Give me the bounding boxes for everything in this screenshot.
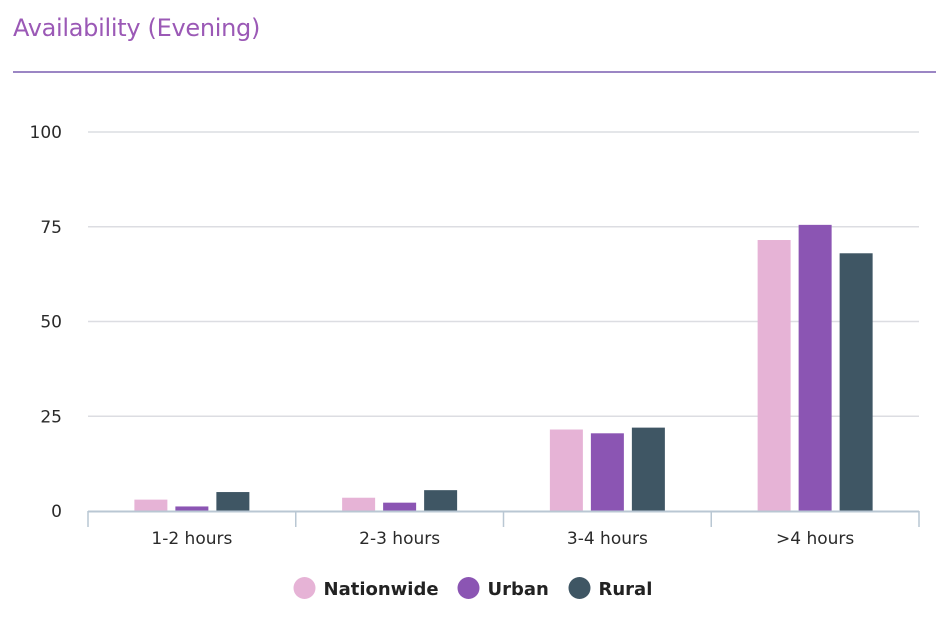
legend-swatch (568, 577, 591, 599)
y-tick-label: 75 (40, 218, 62, 238)
legend-label: Rural (599, 579, 653, 600)
legend-swatch (293, 577, 316, 599)
bar-urban-1[interactable] (175, 506, 209, 511)
legend-item-urban[interactable]: Urban (457, 577, 549, 600)
chart-title: Availability (Evening) (13, 14, 261, 42)
y-tick-label: 50 (40, 313, 62, 333)
x-tick-label: 1-2 hours (151, 529, 232, 549)
bar-nationwide-3[interactable] (549, 429, 583, 511)
bar-urban-2[interactable] (383, 502, 417, 511)
bar-urban-3[interactable] (590, 433, 624, 511)
bar-urban-4[interactable] (798, 224, 832, 512)
y-axis-ticks: 0 25 50 75 100 (30, 123, 62, 522)
title-divider (13, 71, 936, 73)
bar-rural-1[interactable] (216, 492, 250, 511)
y-tick-label: 0 (51, 502, 62, 522)
legend-label: Urban (488, 579, 549, 600)
bar-rural-2[interactable] (424, 490, 458, 511)
legend-item-nationwide[interactable]: Nationwide (293, 577, 439, 600)
x-tick-label: 2-3 hours (359, 529, 440, 549)
x-tick-label: 3-4 hours (567, 529, 648, 549)
legend: Nationwide Urban Rural (293, 577, 653, 600)
x-axis-labels: 1-2 hours 2-3 hours 3-4 hours >4 hours (151, 529, 854, 549)
y-tick-label: 25 (40, 407, 62, 427)
grid-lines (88, 131, 919, 417)
bar-nationwide-4[interactable] (757, 240, 791, 511)
legend-item-rural[interactable]: Rural (568, 577, 653, 600)
y-tick-label: 100 (30, 123, 62, 143)
bar-rural-4[interactable] (839, 253, 873, 511)
x-axis (87, 510, 920, 527)
x-tick-label: >4 hours (776, 529, 854, 549)
legend-swatch (457, 577, 480, 599)
bars (134, 224, 873, 512)
bar-nationwide-1[interactable] (134, 499, 168, 511)
bar-nationwide-2[interactable] (342, 497, 376, 511)
legend-label: Nationwide (324, 579, 439, 600)
bar-rural-3[interactable] (631, 427, 665, 511)
